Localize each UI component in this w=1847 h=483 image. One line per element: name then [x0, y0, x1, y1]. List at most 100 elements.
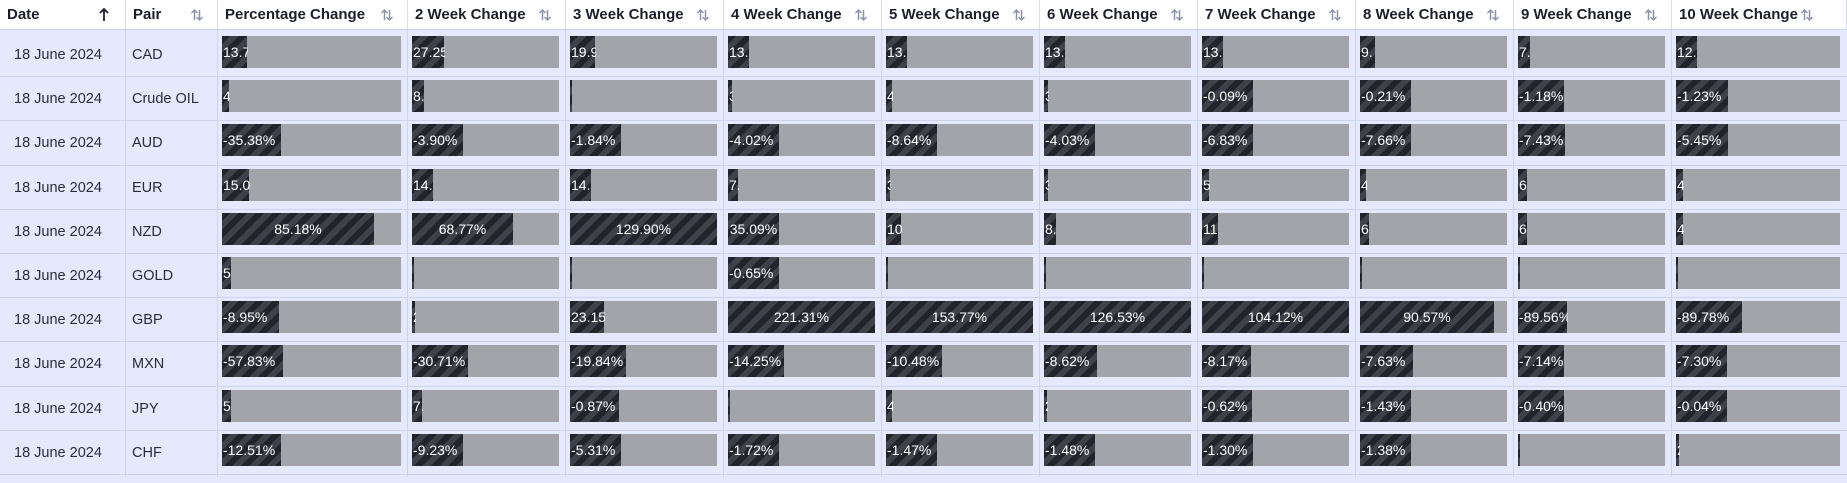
change-value: 8. — [1045, 220, 1057, 237]
sort-icon[interactable] — [1800, 7, 1814, 23]
change-value: -4.03% — [1045, 132, 1090, 149]
date-cell: 18 June 2024 — [14, 356, 102, 373]
column-header-w6[interactable]: 6 Week Change — [1040, 0, 1198, 30]
column-header-date[interactable]: Date — [0, 0, 126, 30]
change-value: -14.25% — [729, 353, 782, 370]
change-bar-w8: 9. — [1360, 36, 1507, 68]
sort-icon[interactable] — [1012, 7, 1026, 23]
change-bar-pct: -12.51% — [222, 433, 401, 466]
pair-cell: MXN — [132, 356, 165, 373]
change-value: -0.65% — [729, 265, 774, 281]
sort-icon[interactable] — [538, 7, 552, 23]
change-bar-fill — [570, 301, 604, 334]
change-bar-w10: -5.45% — [1676, 124, 1840, 157]
change-bar-w5: 153.77% — [886, 301, 1033, 334]
change-value: -1.38% — [1361, 441, 1406, 458]
change-bar-fill — [570, 168, 591, 201]
change-bar-w9 — [1518, 433, 1665, 466]
sort-icon[interactable] — [696, 7, 710, 23]
change-value: -57.83% — [223, 353, 276, 370]
change-value: 10 — [887, 220, 902, 237]
change-bar-fill — [1044, 36, 1065, 68]
change-value: 7. — [729, 176, 739, 193]
change-bar-fill — [728, 433, 779, 466]
change-value: 14. — [413, 176, 433, 193]
change-bar-fill — [1044, 80, 1048, 113]
sort-icon[interactable] — [854, 7, 868, 23]
change-bar-fill — [222, 257, 231, 289]
change-bar-fill — [728, 301, 875, 334]
change-bar-fill — [222, 389, 231, 422]
change-value: -3.90% — [413, 132, 458, 149]
column-header-label: 10 Week Change — [1679, 6, 1798, 23]
change-bar-fill — [222, 345, 283, 378]
column-header-w2[interactable]: 2 Week Change — [408, 0, 566, 30]
change-bar-w4 — [728, 389, 875, 422]
column-header-w9[interactable]: 9 Week Change — [1514, 0, 1672, 30]
change-value: -7.43% — [1519, 132, 1564, 149]
column-header-label: 4 Week Change — [731, 6, 842, 23]
change-value: 9. — [1361, 44, 1373, 60]
change-bar-fill — [1202, 212, 1218, 245]
change-bar-w6: 3 — [1044, 168, 1191, 201]
change-bar-fill — [412, 389, 422, 422]
change-value: -89.56% — [1519, 309, 1568, 326]
change-bar-w10: 4 — [1676, 212, 1840, 245]
column-header-label: 7 Week Change — [1205, 6, 1316, 23]
change-bar-fill — [222, 433, 281, 466]
column-header-w4[interactable]: 4 Week Change — [724, 0, 882, 30]
sort-icon[interactable] — [380, 7, 394, 23]
change-bar-w7: 11. — [1202, 212, 1349, 245]
change-bar-w10: -89.78% — [1676, 301, 1840, 334]
date-cell: 18 June 2024 — [14, 400, 102, 417]
row-divider — [0, 164, 1847, 166]
change-bar-w3: 19.9 — [570, 36, 717, 68]
change-bar-w2: 8. — [412, 80, 559, 113]
change-bar-fill — [412, 345, 468, 378]
sort-icon[interactable] — [1644, 7, 1658, 23]
change-bar-fill — [1360, 36, 1375, 68]
column-header-pair[interactable]: Pair — [126, 0, 218, 30]
column-header-w3[interactable]: 3 Week Change — [566, 0, 724, 30]
change-bar-w5 — [886, 257, 1033, 289]
date-cell: 18 June 2024 — [14, 223, 102, 240]
change-value: 5 — [223, 265, 231, 281]
change-bar-w3 — [570, 257, 717, 289]
change-bar-fill — [886, 124, 937, 157]
change-bar-fill — [886, 433, 937, 466]
column-header-w10[interactable]: 10 Week Change — [1672, 0, 1847, 30]
change-value: -8.95% — [223, 309, 268, 326]
column-header-w8[interactable]: 8 Week Change — [1356, 0, 1514, 30]
change-value: -1.84% — [571, 132, 616, 149]
arrow-up-icon[interactable] — [97, 7, 111, 23]
sort-icon[interactable] — [1170, 7, 1184, 23]
change-bar-w8: 90.57% — [1360, 301, 1507, 334]
change-value: -0.09% — [1203, 88, 1248, 105]
change-bar-fill — [412, 168, 433, 201]
change-value: -5.45% — [1677, 132, 1722, 149]
change-bar-fill — [728, 124, 779, 157]
date-cell: 18 June 2024 — [14, 444, 102, 461]
column-header-pct[interactable]: Percentage Change — [218, 0, 408, 30]
column-header-w7[interactable]: 7 Week Change — [1198, 0, 1356, 30]
change-value: 2 — [413, 309, 416, 325]
change-bar-fill — [1360, 212, 1369, 245]
change-bar-w10 — [1676, 257, 1840, 289]
change-bar-fill — [728, 389, 730, 422]
row-divider — [0, 297, 1847, 299]
pair-cell: JPY — [132, 400, 159, 417]
row-divider — [0, 429, 1847, 431]
change-bar-w4: -1.72% — [728, 433, 875, 466]
sort-icon[interactable] — [1486, 7, 1500, 23]
sort-icon[interactable] — [190, 7, 204, 23]
sort-icon[interactable] — [1328, 7, 1342, 23]
change-value: -0.21% — [1361, 88, 1406, 105]
change-bar-pct: 85.18% — [222, 212, 401, 245]
change-bar-fill — [1202, 301, 1349, 334]
column-header-w5[interactable]: 5 Week Change — [882, 0, 1040, 30]
change-bar-fill — [570, 124, 621, 157]
change-value: -4.02% — [729, 132, 774, 149]
change-value: -12.51% — [223, 441, 276, 458]
change-value: 14. — [571, 176, 591, 193]
change-bar-fill — [1676, 345, 1727, 378]
